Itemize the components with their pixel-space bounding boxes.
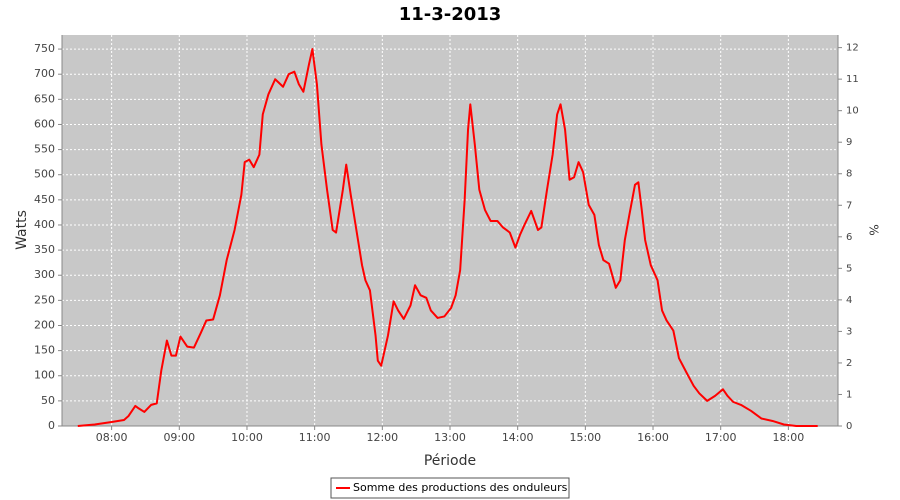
y-tick-label: 100 [34, 369, 55, 382]
y-tick-label: 50 [41, 394, 55, 407]
y-tick-label: 750 [34, 42, 55, 55]
legend-label: Somme des productions des onduleurs [353, 481, 568, 494]
legend: Somme des productions des onduleurs [330, 477, 570, 499]
y-tick-label: 0 [48, 419, 55, 432]
x-tick-label: 09:00 [163, 431, 195, 444]
y2-axis-label: % [867, 224, 881, 235]
y-tick-label: 350 [34, 243, 55, 256]
y-tick-label: 200 [34, 318, 55, 331]
y2-tick-label: 7 [846, 200, 852, 211]
x-tick-label: 17:00 [705, 431, 737, 444]
y-tick-label: 250 [34, 293, 55, 306]
y-tick-label: 700 [34, 67, 55, 80]
x-tick-label: 11:00 [299, 431, 331, 444]
chart-title: 11-3-2013 [399, 4, 502, 25]
y-tick-label: 500 [34, 168, 55, 181]
x-tick-label: 12:00 [366, 431, 398, 444]
x-axis-label: Période [424, 453, 476, 469]
y-tick-label: 450 [34, 193, 55, 206]
y2-tick-label: 12 [846, 43, 859, 54]
x-tick-label: 10:00 [231, 431, 263, 444]
y-tick-label: 600 [34, 117, 55, 130]
y-axis-label: Watts [14, 210, 30, 250]
y2-tick-label: 4 [846, 295, 852, 306]
x-tick-label: 15:00 [569, 431, 601, 444]
y2-tick-label: 2 [846, 358, 852, 369]
y-tick-label: 150 [34, 344, 55, 357]
y2-tick-label: 3 [846, 326, 852, 337]
x-tick-label: 13:00 [434, 431, 466, 444]
series-line [77, 48, 818, 427]
y-tick-label: 400 [34, 218, 55, 231]
y-tick-label: 300 [34, 268, 55, 281]
y2-tick-label: 6 [846, 232, 852, 243]
x-tick-label: 14:00 [502, 431, 534, 444]
x-tick-label: 16:00 [637, 431, 669, 444]
x-tick-label: 18:00 [773, 431, 805, 444]
y2-tick-label: 9 [846, 137, 852, 148]
y2-tick-label: 10 [846, 106, 859, 117]
y-tick-label: 650 [34, 92, 55, 105]
x-tick-label: 08:00 [96, 431, 128, 444]
y2-tick-label: 0 [846, 421, 852, 432]
y2-tick-label: 5 [846, 263, 852, 274]
y2-tick-label: 1 [846, 389, 852, 400]
legend-box [330, 477, 570, 499]
y-tick-label: 550 [34, 143, 55, 156]
y2-tick-label: 8 [846, 169, 852, 180]
y2-tick-label: 11 [846, 74, 859, 85]
